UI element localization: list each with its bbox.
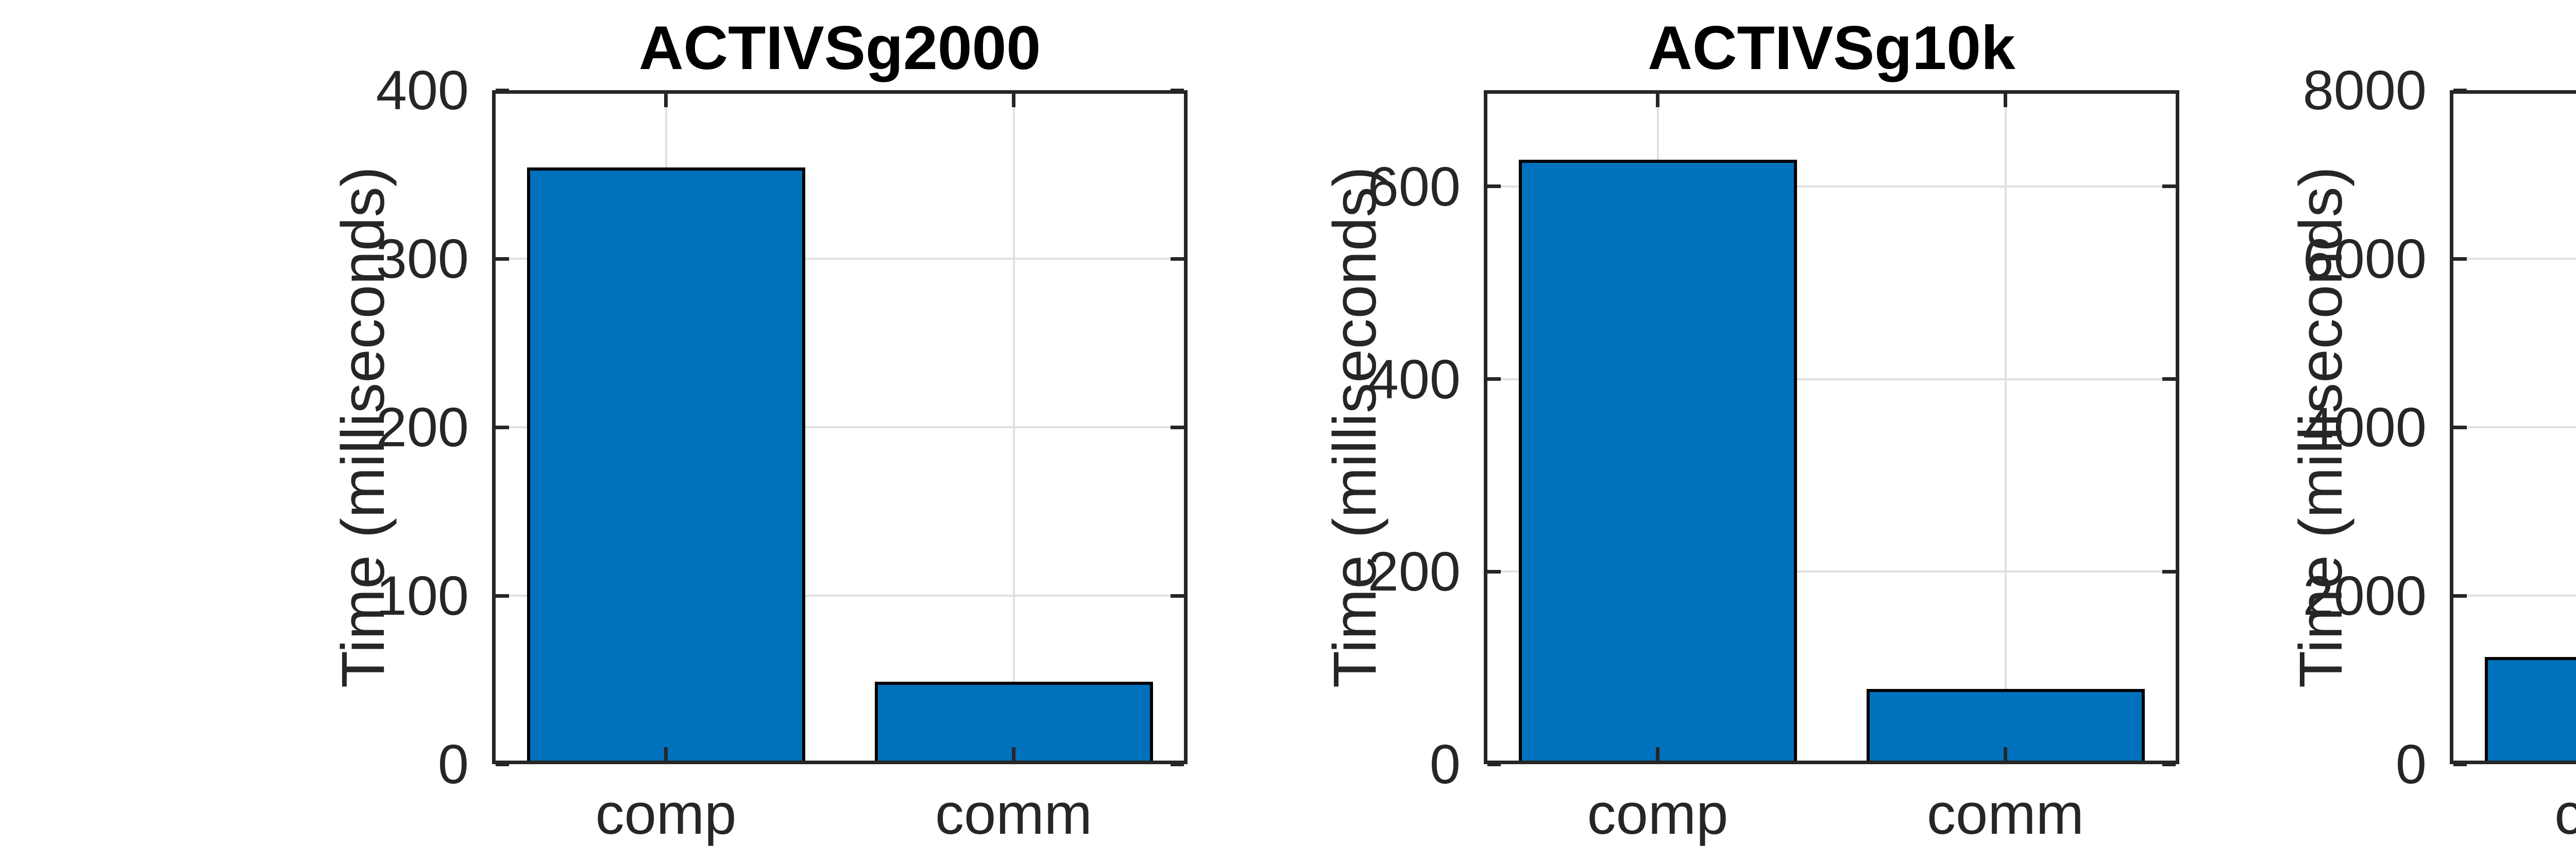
y-tick-mark [1487,762,1501,766]
y-gridline [2450,595,2576,597]
y-gridline [2450,258,2576,260]
x-tick-label: comp [2554,782,2576,846]
y-tick-mark-right [1171,762,1184,766]
y-gridline [2450,426,2576,428]
y-tick-mark-right [2162,377,2176,381]
y-tick-label: 400 [1367,347,1461,410]
x-tick-mark-top [664,94,668,107]
y-tick-mark-right [2162,569,2176,574]
y-gridline [492,426,1188,428]
axis-box [2450,90,2576,764]
y-tick-label: 0 [1429,733,1461,795]
y-gridline [492,595,1188,597]
y-tick-label: 300 [376,227,469,290]
bar-comp [1518,159,1797,764]
y-gridline [1484,378,2179,380]
y-tick-label: 200 [1367,540,1461,603]
y-tick-mark [2453,88,2467,92]
y-tick-mark [1487,184,1501,189]
x-gridline [2004,90,2007,764]
y-tick-mark [496,425,509,429]
x-tick-mark [2004,747,2007,761]
y-gridline [492,258,1188,260]
y-tick-mark-right [1171,88,1184,92]
y-tick-mark-right [2162,762,2176,766]
y-tick-mark [1487,569,1501,574]
y-tick-mark [2453,594,2467,598]
axis-box [1484,90,2179,764]
x-gridline [1012,90,1015,764]
plot-area [1484,90,2179,766]
y-tick-mark [2453,762,2467,766]
y-gridline [1484,185,2179,188]
y-tick-label: 2000 [2302,564,2427,627]
y-tick-mark-right [2162,184,2176,189]
y-tick-mark [496,762,509,766]
y-tick-label: 600 [1367,155,1461,217]
y-tick-mark [1487,377,1501,381]
y-tick-mark-right [1171,257,1184,261]
chart-title: ACTIVSg10k [1648,13,2015,82]
y-tick-label: 8000 [2302,59,2427,121]
y-tick-label: 400 [376,59,469,121]
x-tick-mark [664,747,668,761]
x-tick-label: comp [595,782,737,846]
y-tick-label: 6000 [2302,227,2427,290]
y-tick-mark [496,257,509,261]
y-tick-mark [2453,425,2467,429]
bar-comp [2485,657,2576,764]
x-tick-label: comm [1927,782,2084,846]
plot-area [2450,88,2576,766]
x-tick-mark-top [1656,94,1659,107]
y-tick-label: 200 [376,396,469,458]
chart-title: ACTIVSg2000 [638,13,1041,82]
y-tick-mark-right [1171,594,1184,598]
axis-box [492,90,1188,764]
y-gridline [1484,570,2179,573]
plot-area [492,88,1188,766]
y-tick-label: 0 [437,733,469,795]
y-tick-label: 4000 [2302,396,2427,458]
y-tick-mark [2453,257,2467,261]
y-tick-mark [496,594,509,598]
x-tick-label: comm [935,782,1092,846]
x-tick-mark-top [2004,94,2007,107]
x-tick-mark [1656,747,1659,761]
y-tick-label: 100 [376,564,469,627]
x-tick-mark-top [1012,94,1015,107]
y-tick-mark-right [1171,425,1184,429]
y-tick-mark [496,88,509,92]
x-tick-mark [1012,747,1015,761]
bar-comp [527,167,805,764]
y-tick-label: 0 [2395,733,2427,795]
x-tick-label: comp [1587,782,1728,846]
